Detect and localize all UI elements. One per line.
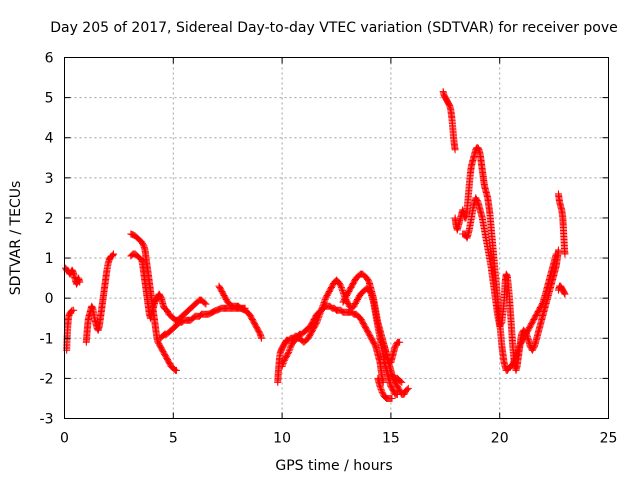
x-tick-label: 0 [60,431,69,447]
data-point [317,306,325,314]
data-point [403,385,411,393]
axis-ticks: 0 5 10 15 20 25 -3 -2 -1 0 1 2 3 4 5 6 [40,51,618,447]
chart-title: Day 205 of 2017, Sidereal Day-to-day VTE… [50,20,618,36]
data-point [523,331,531,339]
data-point [337,284,345,292]
data-point [76,278,84,286]
data-point [393,340,401,348]
data-point [523,333,531,341]
data-point [241,304,249,312]
data-point [377,385,385,393]
x-tick-label: 5 [169,431,178,447]
series-sdtvar [62,88,569,402]
data-point [313,318,321,326]
data-point [388,394,396,402]
data-point [397,377,405,385]
data-point [109,250,117,258]
data-point [109,251,117,259]
data-point [338,285,346,293]
data-point [285,348,293,356]
y-tick-label: 1 [45,251,54,267]
data-point [522,328,530,336]
data-point [561,290,569,298]
data-point [315,314,323,322]
data-point [318,305,326,313]
data-point [316,309,324,317]
y-tick-label: 2 [45,211,54,227]
data-point [279,359,287,367]
grid [64,57,609,419]
data-point [279,361,287,369]
data-point [338,287,346,295]
data-point [404,384,412,392]
data-point [70,306,78,314]
data-point [285,347,293,355]
data-point [337,282,345,290]
y-tick-label: 6 [45,51,54,67]
data-point [321,297,329,305]
y-tick-label: -1 [40,331,54,347]
data-point [378,387,386,395]
data-point [560,289,568,297]
data-point [561,250,569,258]
data-point [315,312,323,320]
data-point [320,299,328,307]
data-point [336,281,344,289]
data-point [451,146,459,154]
data-point [257,334,265,342]
plot-frame [64,57,609,419]
x-tick-label: 10 [273,431,291,447]
data-point [318,303,326,311]
data-point [313,317,321,325]
y-tick-label: 5 [45,91,54,107]
y-tick-label: -2 [40,371,54,387]
data-point [377,384,385,392]
x-tick-label: 15 [382,431,400,447]
y-tick-label: 3 [45,171,54,187]
y-tick-label: -3 [40,412,54,428]
data-point [314,315,322,323]
data-point [173,366,181,374]
data-point [202,300,210,308]
data-point [316,311,324,319]
data-point [321,296,329,304]
data-point [319,300,327,308]
data-point [497,320,505,328]
data-point [312,320,320,328]
y-tick-label: 4 [45,131,54,147]
x-axis-label: GPS time / hours [275,458,392,474]
data-point [391,389,399,397]
x-tick-label: 25 [600,431,618,447]
y-axis-label: SDTVAR / TECUs [8,181,24,296]
data-point [286,345,294,353]
y-tick-label: 0 [45,291,54,307]
x-tick-label: 20 [491,431,509,447]
data-point [278,362,286,370]
data-point [522,330,530,338]
data-point [201,299,209,307]
data-point [286,344,294,352]
data-point [398,378,406,386]
data-point [396,338,404,346]
data-point [317,308,325,316]
data-point [319,302,327,310]
data-point [339,288,347,296]
data-point [376,382,384,390]
data-point [280,358,288,366]
data-point [554,246,562,254]
data-point [284,350,292,358]
